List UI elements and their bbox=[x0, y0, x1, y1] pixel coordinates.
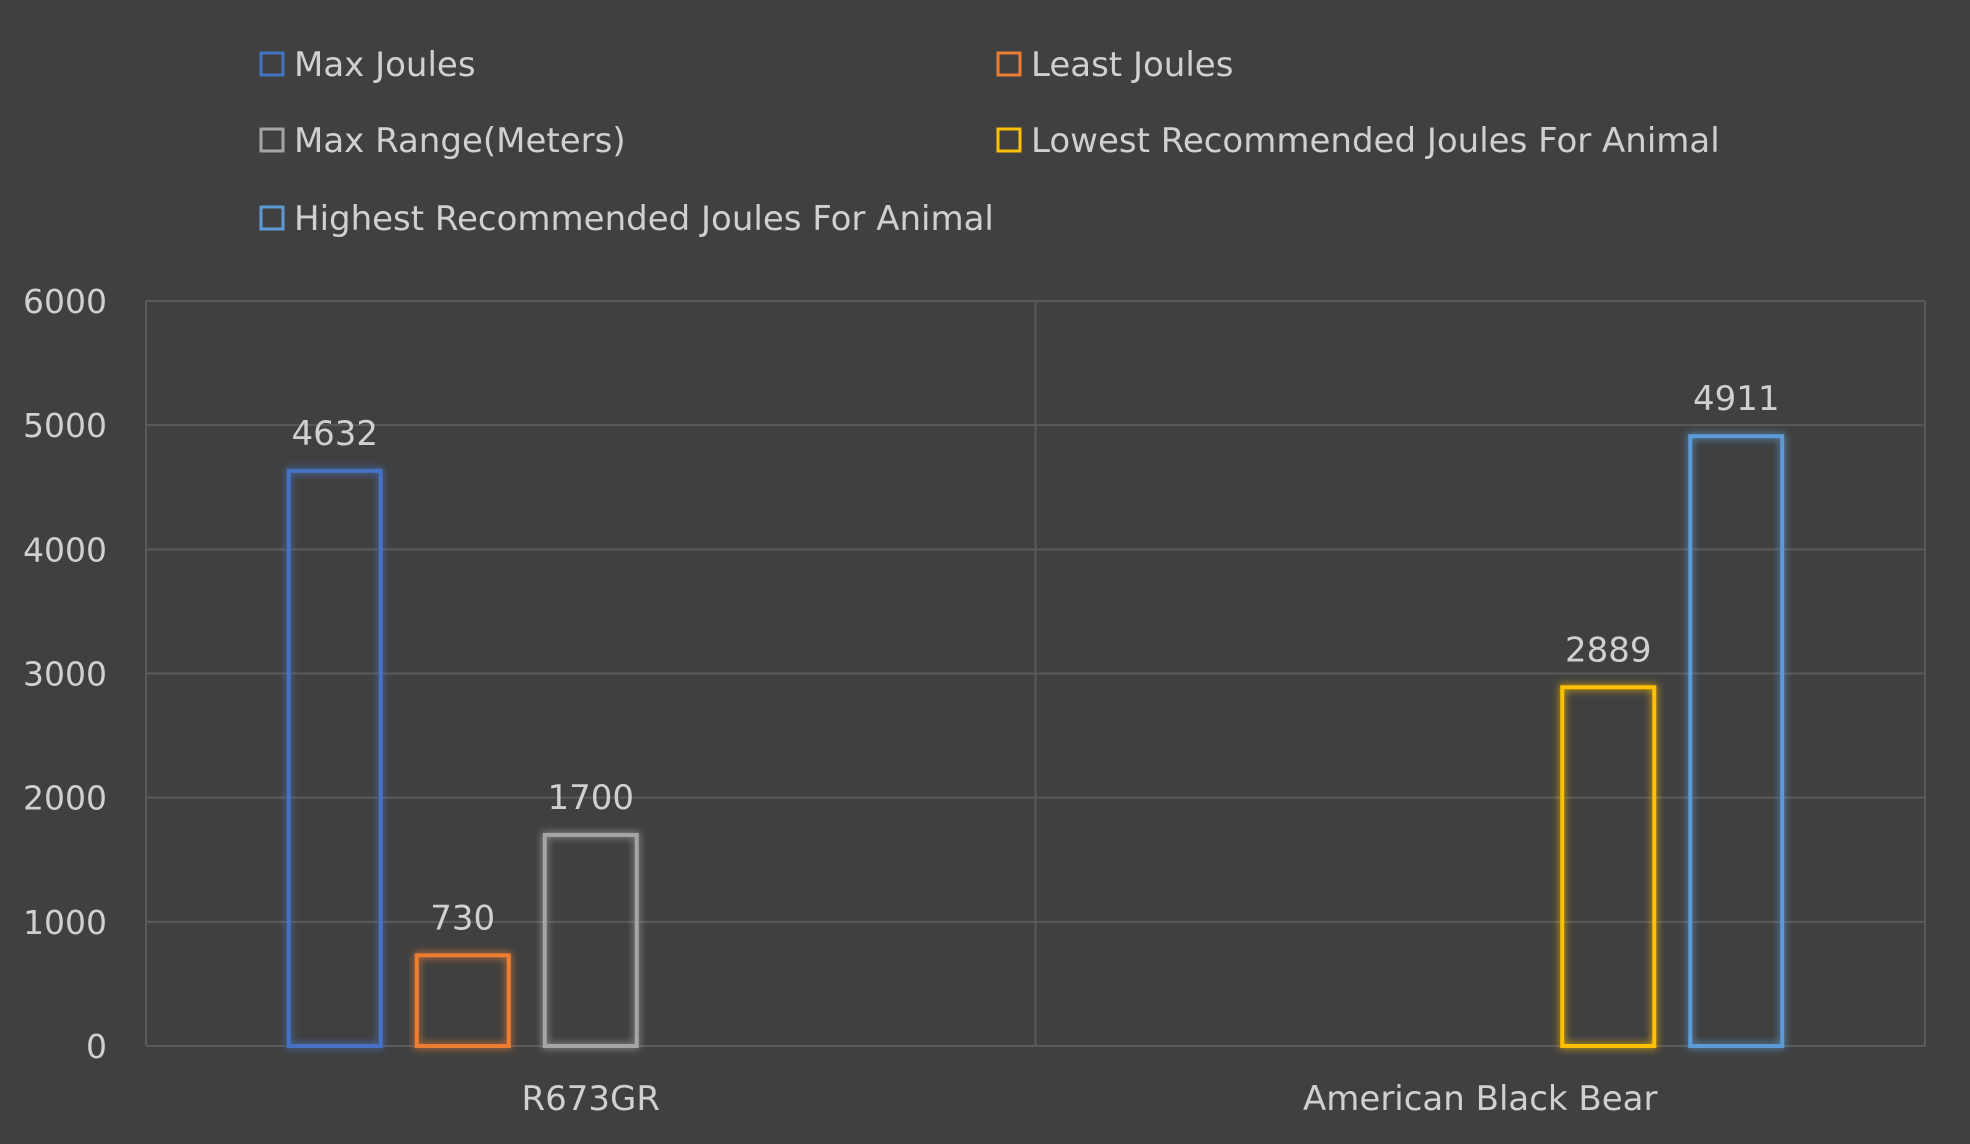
legend-label-highest-recommended-joules-for-animal: Highest Recommended Joules For Animal bbox=[294, 199, 994, 239]
x-axis: R673GR American Black Bear bbox=[522, 1079, 1658, 1119]
legend-label-lowest-recommended-joules-for-animal: Lowest Recommended Joules For Animal bbox=[1031, 121, 1720, 161]
data-label-max-joules-r673gr: 4632 bbox=[291, 414, 378, 454]
y-tick-label-1000: 1000 bbox=[23, 903, 107, 942]
data-label-least-joules-r673gr: 730 bbox=[430, 898, 495, 938]
legend-label-least-joules: Least Joules bbox=[1031, 45, 1233, 85]
legend: Max Joules Least Joules Max Range(Meters) L… bbox=[259, 45, 1720, 239]
legend-swatch-max-joules bbox=[259, 51, 285, 77]
data-label-lowest-recommended-joules-for-animal-american-black-bear: 2889 bbox=[1565, 630, 1652, 670]
data-labels: 4632 730 1700 2889 4911 bbox=[291, 379, 1779, 938]
y-tick-label-5000: 5000 bbox=[23, 406, 107, 445]
bars bbox=[286, 434, 1785, 1049]
data-label-highest-recommended-joules-for-animal-american-black-bear: 4911 bbox=[1693, 379, 1780, 419]
bar-max-joules-r673gr bbox=[286, 468, 383, 1048]
x-category-label-r673gr: R673GR bbox=[522, 1079, 661, 1119]
y-tick-label-2000: 2000 bbox=[23, 779, 107, 818]
y-tick-label-6000: 6000 bbox=[23, 282, 107, 321]
bar-max-range-meters-r673gr bbox=[542, 832, 639, 1049]
legend-swatch-lowest-recommended-joules-for-animal bbox=[996, 127, 1022, 153]
x-category-label-american-black-bear: American Black Bear bbox=[1303, 1079, 1657, 1119]
bar-lowest-recommended-joules-for-animal-american-black-bear bbox=[1560, 685, 1657, 1048]
y-tick-label-3000: 3000 bbox=[23, 655, 107, 694]
y-tick-label-0: 0 bbox=[86, 1027, 107, 1066]
legend-swatch-highest-recommended-joules-for-animal bbox=[259, 205, 285, 231]
y-axis: 0 1000 2000 3000 4000 5000 6000 bbox=[23, 282, 107, 1066]
data-label-max-range-meters-r673gr: 1700 bbox=[547, 778, 634, 818]
legend-swatch-least-joules bbox=[996, 51, 1022, 77]
legend-swatch-max-range-meters bbox=[259, 127, 285, 153]
y-tick-label-4000: 4000 bbox=[23, 530, 107, 569]
legend-label-max-joules: Max Joules bbox=[294, 45, 476, 85]
legend-label-max-range-meters: Max Range(Meters) bbox=[294, 121, 626, 161]
bar-highest-recommended-joules-for-animal-american-black-bear bbox=[1688, 434, 1785, 1048]
bar-least-joules-r673gr bbox=[414, 953, 511, 1049]
